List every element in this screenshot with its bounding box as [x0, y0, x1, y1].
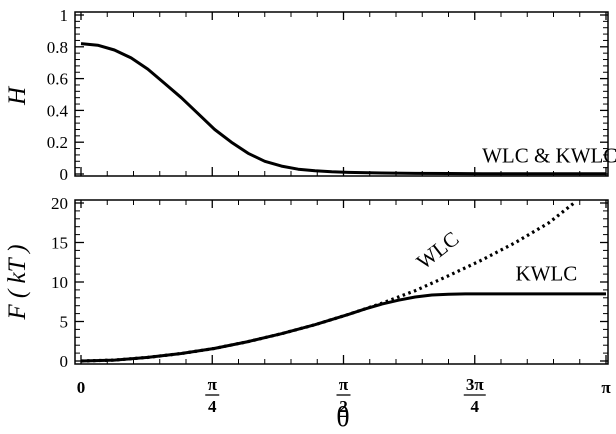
y-tick-label: 0.8	[47, 38, 68, 57]
y-tick-label: 0.6	[47, 70, 68, 89]
top-y-axis-label: H	[4, 85, 31, 106]
y-tick-label: 0.2	[47, 133, 68, 152]
top-plot-frame	[74, 11, 609, 177]
y-tick-label: 5	[60, 313, 69, 332]
x-tick-label-denominator: 4	[470, 397, 479, 416]
y-tick-label: 15	[51, 234, 68, 253]
bottom-y-axis-label: F ( kT )	[4, 244, 31, 320]
series-wlc-kwlc-line	[80, 42, 606, 176]
x-tick-label-numerator: π	[339, 375, 349, 394]
bottom-x-ticks: 0 π 4 π 2 3π 4 π	[77, 200, 611, 416]
x-tick-label-denominator: 4	[208, 397, 217, 416]
y-tick-label: 10	[51, 273, 68, 292]
y-tick-label: 1	[60, 6, 69, 25]
series-wlc-line	[80, 201, 575, 363]
top-series	[80, 42, 606, 176]
x-tick-label-denominator: 2	[339, 397, 348, 416]
series-kwlc-line	[80, 292, 606, 363]
x-tick-label: π	[601, 378, 611, 397]
x-tick-label: 0	[77, 378, 86, 397]
x-tick-label-numerator: π	[208, 375, 218, 394]
top-panel: 0 0.2 0.4 0.6 0.8 1 H WLC & KWLC	[4, 6, 616, 184]
top-annotation: WLC & KWLC	[482, 143, 616, 167]
kwlc-annotation: KWLC	[515, 261, 577, 285]
x-tick-label-numerator: 3π	[466, 375, 485, 394]
y-tick-label: 20	[51, 194, 68, 213]
bottom-panel: 0 5 10 15 20 0 π 4 π 2 3π 4 π F ( kT ) WLC KWLC θ	[4, 194, 611, 433]
y-tick-label: 0	[60, 165, 69, 184]
x-axis-label: θ	[336, 402, 349, 433]
top-y-ticks: 0 0.2 0.4 0.6 0.8 1	[47, 6, 608, 184]
wlc-annotation: WLC	[412, 226, 464, 274]
y-tick-label: 0	[60, 352, 69, 371]
y-tick-label: 0.4	[47, 101, 69, 120]
bottom-y-ticks: 0 5 10 15 20	[51, 194, 608, 371]
bottom-series	[80, 201, 606, 363]
